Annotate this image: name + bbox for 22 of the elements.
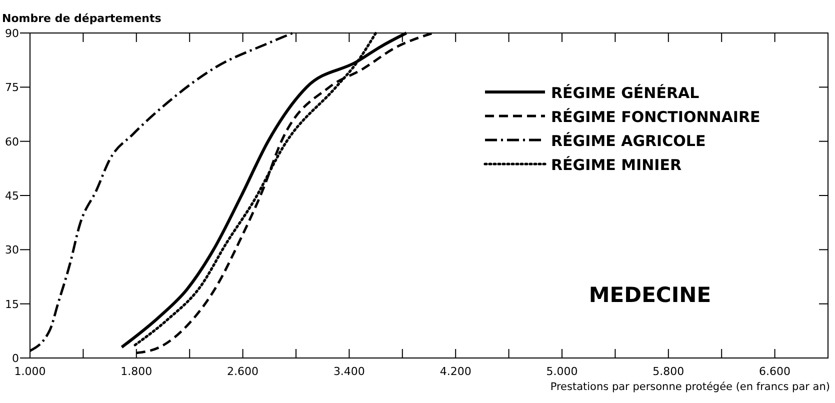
y-tick-label: 0: [12, 352, 19, 365]
x-tick-label: 4.200: [440, 365, 472, 378]
x-tick-label: 5.000: [546, 365, 578, 378]
x-tick-label: 3.400: [333, 365, 365, 378]
y-tick-label: 75: [5, 81, 19, 94]
y-axis-title: Nombre de départements: [2, 12, 162, 25]
x-tick-label: 1.000: [14, 365, 46, 378]
y-tick-label: 90: [5, 27, 19, 40]
y-tick-label: 15: [5, 298, 19, 311]
x-tick-label: 2.600: [227, 365, 259, 378]
x-tick-label: 5.800: [652, 365, 684, 378]
x-tick-label: 1.800: [120, 365, 152, 378]
annotation: MEDECINE: [588, 283, 712, 307]
y-tick-label: 60: [5, 135, 19, 148]
legend-label: RÉGIME AGRICOLE: [551, 132, 706, 150]
legend-label: RÉGIME MINIER: [551, 156, 682, 174]
legend-label: RÉGIME GÉNÉRAL: [551, 84, 700, 102]
y-tick-label: 30: [5, 244, 19, 257]
y-tick-label: 45: [5, 190, 19, 202]
x-axis-title: Prestations par personne protégée (en francs par an): [550, 381, 830, 393]
legend-label: RÉGIME FONCTIONNAIRE: [551, 108, 760, 126]
x-tick-label: 6.600: [759, 365, 791, 378]
